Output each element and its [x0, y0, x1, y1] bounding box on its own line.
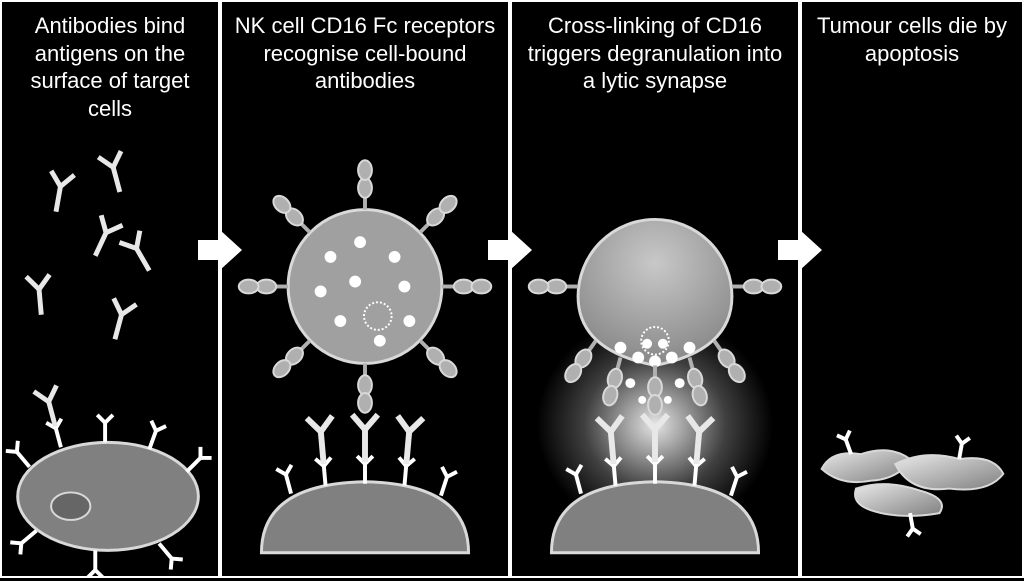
panel-4: Tumour cells die by apoptosis [800, 0, 1024, 578]
panel-1: Antibodies bind antigens on the surface … [0, 0, 220, 578]
panel-3-illustration [512, 105, 798, 577]
panel-2-illustration [222, 105, 508, 577]
arrow-2 [488, 230, 532, 270]
arrow-1 [198, 230, 242, 270]
nk-cell [288, 209, 442, 363]
nk-cell [578, 219, 732, 367]
panel-1-illustration [2, 132, 218, 576]
antibody-icons [26, 151, 159, 342]
panel-4-illustration [802, 77, 1022, 576]
panel-4-caption: Tumour cells die by apoptosis [802, 2, 1022, 77]
panel-3-caption: Cross-linking of CD16 triggers degranula… [512, 2, 798, 105]
panel-2: NK cell CD16 Fc receptors recognise cell… [220, 0, 510, 578]
arrow-3 [778, 230, 822, 270]
target-cell [18, 442, 199, 550]
panel-3: Cross-linking of CD16 triggers degranula… [510, 0, 800, 578]
panel-2-caption: NK cell CD16 Fc receptors recognise cell… [222, 2, 508, 105]
panel-1-caption: Antibodies bind antigens on the surface … [2, 2, 218, 132]
apoptotic-debris [822, 431, 1004, 537]
